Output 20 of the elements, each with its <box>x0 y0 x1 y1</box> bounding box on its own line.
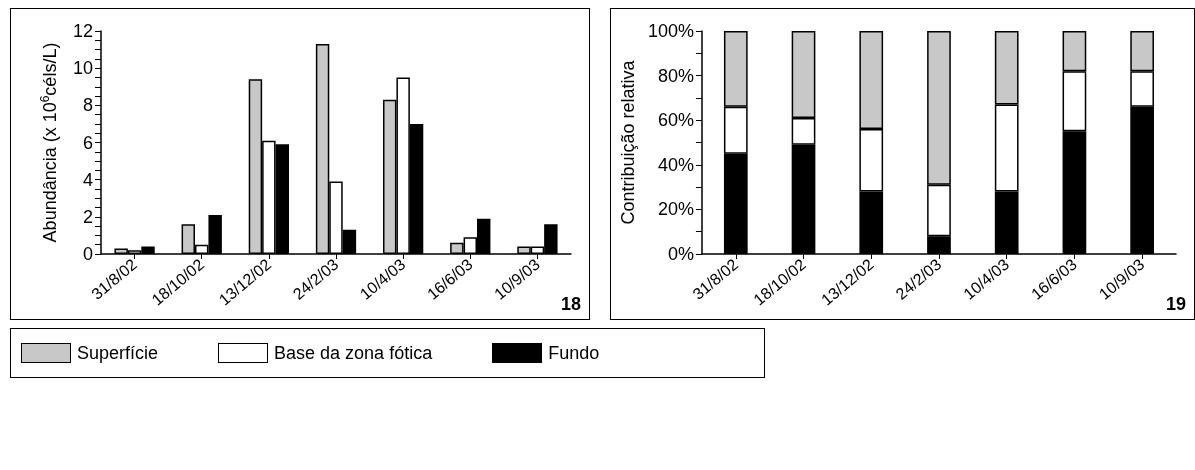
y-tick-label: 8 <box>82 95 93 116</box>
y-tick-label: 0 <box>82 244 93 264</box>
legend-label: Superfície <box>77 342 159 364</box>
legend-label: Fundo <box>548 342 600 364</box>
y-tick-label: 6 <box>82 132 93 153</box>
legend-label: Base da zona fótica <box>274 342 433 364</box>
y-tick-label: 0% <box>667 244 694 264</box>
y-axis-title: Abundância (x 106céls/L) <box>38 42 60 243</box>
y-tick-label: 10 <box>72 58 93 79</box>
y-axis-title: Contribuição relativa <box>618 59 638 225</box>
y-tick-label: 60% <box>657 110 694 131</box>
y-tick-label: 80% <box>657 65 694 86</box>
y-tick-label: 40% <box>657 154 694 175</box>
y-tick-label: 100% <box>647 21 694 41</box>
y-tick-label: 4 <box>82 169 93 190</box>
text: 18 <box>560 294 582 314</box>
y-tick-label: 12 <box>72 21 93 41</box>
text: 19 <box>1165 294 1187 314</box>
y-tick-label: 20% <box>657 199 694 220</box>
y-tick-label: 2 <box>82 206 93 227</box>
